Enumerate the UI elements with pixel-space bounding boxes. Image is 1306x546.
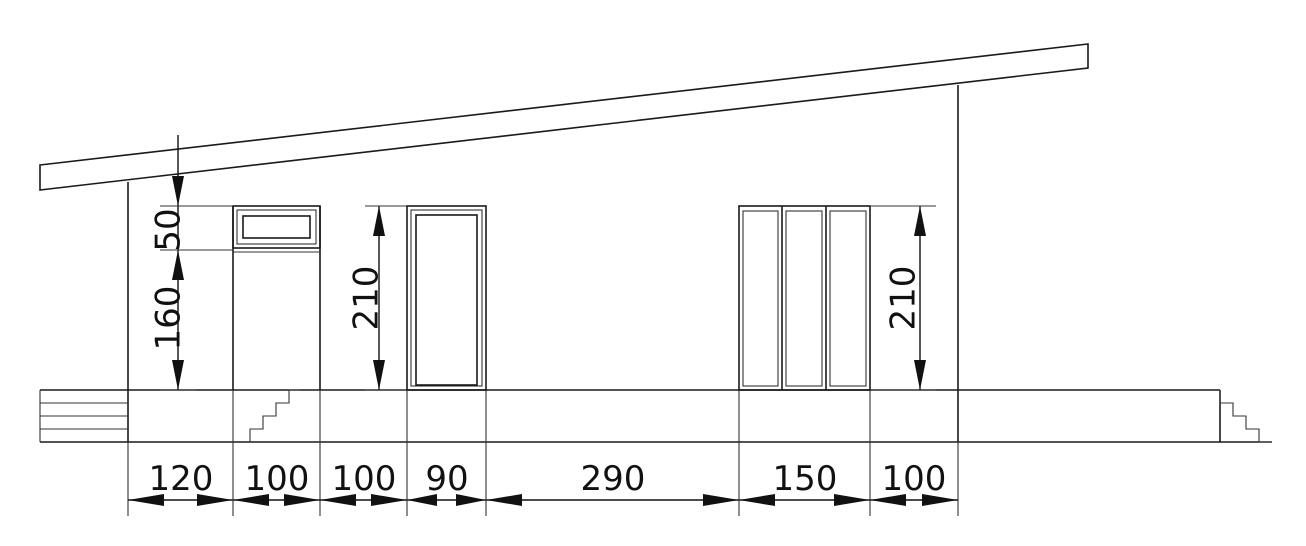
arrow [172, 176, 184, 206]
dim-label-window-height: 210 [884, 266, 924, 331]
dim-label-segment-3: 100 [332, 459, 397, 499]
dim-label-segment-2: 100 [245, 459, 310, 499]
arrow [739, 494, 775, 506]
roof-slab [39, 43, 1089, 191]
window-pane-2 [785, 210, 823, 387]
transom-frame [232, 205, 321, 249]
arrow [922, 494, 958, 506]
window-pane-3 [829, 210, 867, 387]
arrow [914, 206, 926, 236]
arrow [373, 360, 385, 390]
dim-label-transom-height: 50 [149, 208, 189, 251]
opening-with-transom [232, 205, 321, 390]
arrow [371, 494, 407, 506]
dim-label-segment-4: 90 [425, 459, 468, 499]
horizontal-dimensions: 120 100 100 90 290 150 100 [127, 442, 959, 516]
transom-frame-inner [236, 209, 317, 245]
window-frame [738, 205, 871, 391]
right-steps [1219, 390, 1272, 443]
arrow [834, 494, 870, 506]
dim-label-segment-5: 290 [581, 459, 646, 499]
walls [127, 85, 959, 442]
arrow [407, 494, 437, 506]
dim-label-sill-height: 160 [149, 286, 189, 351]
door-frame-inner [410, 209, 483, 387]
door [406, 205, 487, 391]
dim-label-segment-1: 120 [149, 459, 214, 499]
door-frame [406, 205, 487, 391]
roof [39, 43, 1089, 191]
arrow [172, 360, 184, 390]
arrow [373, 206, 385, 236]
inner-steps [249, 389, 300, 442]
arrow [870, 494, 906, 506]
arrow [914, 360, 926, 390]
arrow [320, 494, 356, 506]
window-pane-1 [742, 210, 779, 387]
arrow [197, 494, 233, 506]
plinth [39, 389, 1272, 443]
dim-label-segment-6: 150 [773, 459, 838, 499]
arrow [703, 494, 739, 506]
arrow [172, 250, 184, 280]
arrow [486, 494, 522, 506]
tall-window [738, 205, 871, 391]
arrow [233, 494, 269, 506]
dim-label-segment-7: 100 [882, 459, 947, 499]
dim-label-door-height: 210 [347, 266, 387, 331]
arrow [456, 494, 486, 506]
transom-glass [242, 215, 311, 239]
arrow [128, 494, 164, 506]
door-leaf [415, 214, 478, 386]
vertical-dimensions: 50 160 210 210 [149, 135, 936, 391]
arrow [284, 494, 320, 506]
